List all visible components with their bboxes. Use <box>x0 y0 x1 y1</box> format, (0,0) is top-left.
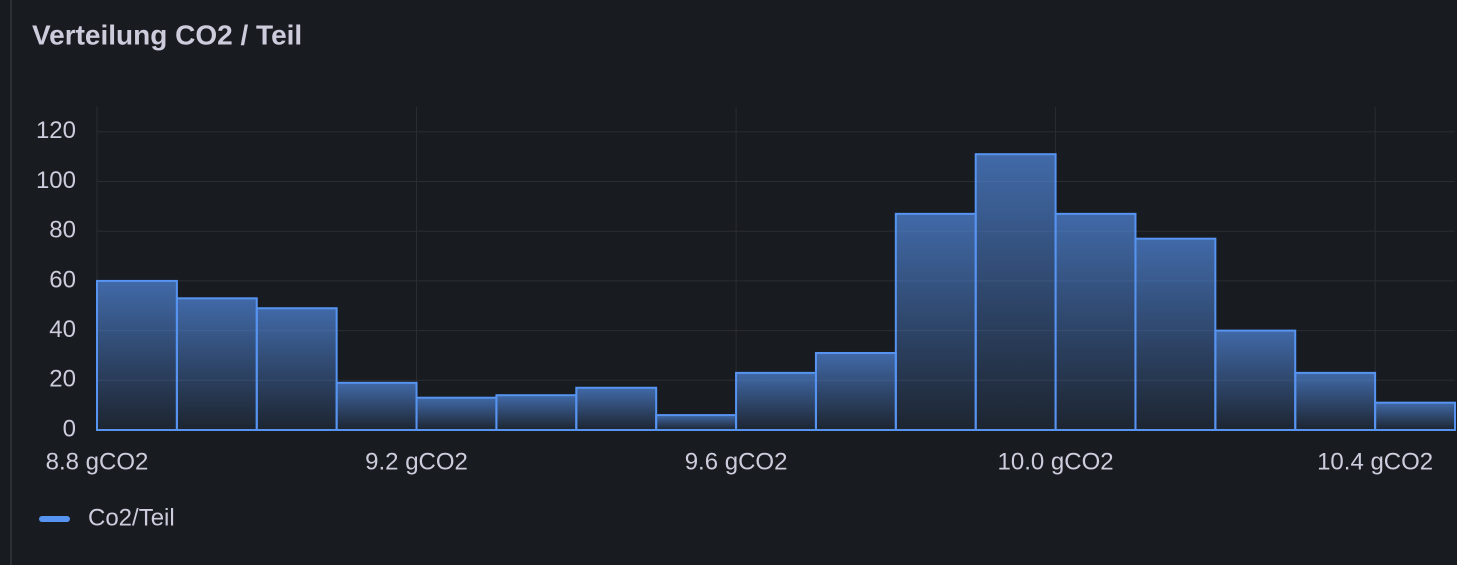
bar <box>1214 329 1297 431</box>
y-tick-label: 60 <box>49 266 76 293</box>
bar <box>974 153 1057 431</box>
bar <box>575 386 658 431</box>
bar <box>814 351 897 432</box>
bar <box>1054 212 1137 431</box>
bar <box>1374 401 1457 431</box>
x-tick-label: 9.6 gCO2 <box>685 448 788 475</box>
bar <box>335 381 418 431</box>
bar <box>175 297 258 432</box>
chart-title: Verteilung CO2 / Teil <box>32 19 302 50</box>
bar <box>1294 371 1377 432</box>
x-tick-label: 10.0 gCO2 <box>998 448 1114 475</box>
bar <box>735 371 817 432</box>
y-tick-label: 100 <box>36 167 76 194</box>
bar <box>255 307 338 431</box>
y-tick-label: 20 <box>49 366 76 393</box>
bar <box>495 394 578 432</box>
y-tick-label: 40 <box>49 316 76 343</box>
x-tick-label: 10.4 gCO2 <box>1317 448 1433 475</box>
y-tick-label: 120 <box>36 117 76 144</box>
x-tick-label: 9.2 gCO2 <box>365 448 468 475</box>
y-tick-label: 0 <box>63 415 76 442</box>
y-tick-label: 80 <box>49 217 76 244</box>
legend-label: Co2/Teil <box>88 504 175 531</box>
bar <box>1134 237 1217 431</box>
x-tick-label: 8.8 gCO2 <box>46 448 149 475</box>
bar <box>655 414 738 432</box>
bar <box>894 212 977 431</box>
bar <box>96 279 178 431</box>
bar <box>415 396 498 432</box>
